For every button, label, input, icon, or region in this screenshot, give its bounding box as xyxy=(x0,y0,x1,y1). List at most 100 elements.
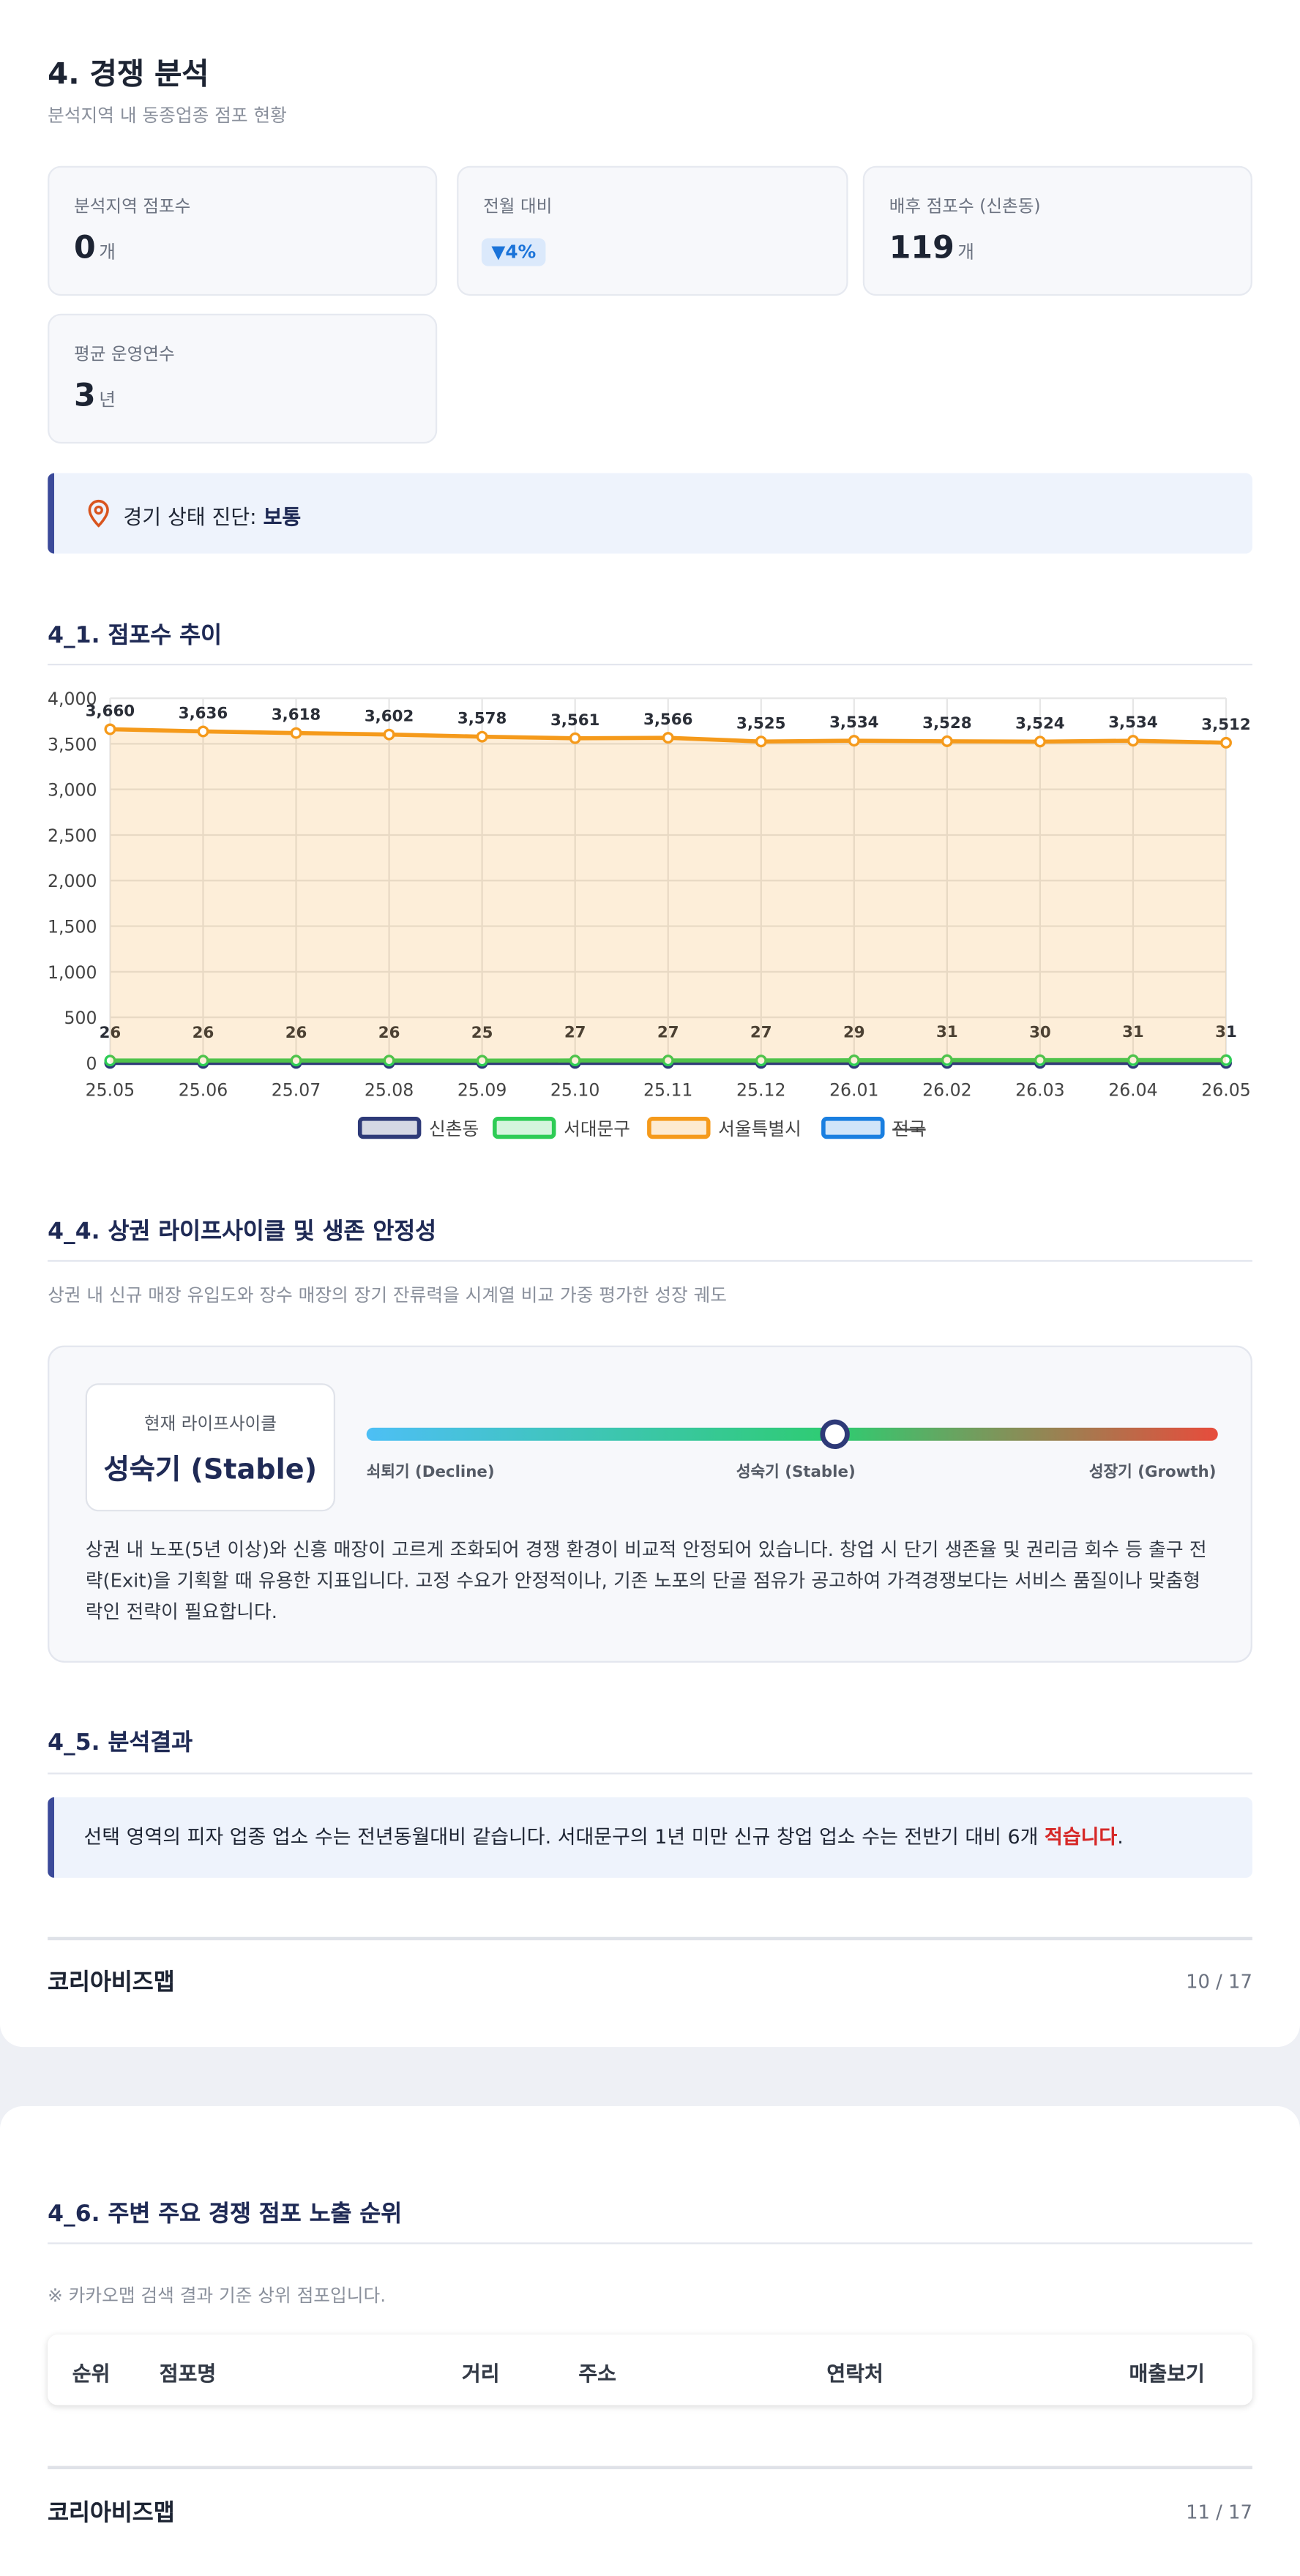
y-tick-label: 1,000 xyxy=(48,962,97,983)
x-tick-label: 25.08 xyxy=(365,1079,414,1100)
kpi-value: 119 개 xyxy=(889,230,974,266)
diagnosis-text: 경기 상태 진단: 보통 xyxy=(123,499,301,531)
data-label: 3,534 xyxy=(1108,714,1157,732)
point xyxy=(476,730,488,743)
data-label: 27 xyxy=(564,1024,586,1042)
heading: 4_1. 점포수 추이 xyxy=(48,622,223,649)
value: 119 xyxy=(889,230,955,266)
page-number: 11 / 17 xyxy=(1186,2500,1252,2524)
table-header: 순위 점포명 거리 주소 연락처 매출보기 xyxy=(48,2334,1252,2405)
legend-label: 서대문구 xyxy=(564,1118,630,1139)
point xyxy=(383,728,395,741)
footer-brand: 코리아비즈맵 xyxy=(48,2500,175,2527)
x-tick-label: 25.09 xyxy=(457,1079,507,1100)
diagnosis-value: 보통 xyxy=(263,504,302,529)
note: ※ 카카오맵 검색 결과 기준 상위 점포입니다. xyxy=(48,2285,386,2307)
data-label: 3,528 xyxy=(922,714,971,733)
heading: 4_5. 분석결과 xyxy=(48,1729,193,1756)
x-tick-label: 26.01 xyxy=(829,1079,878,1100)
point xyxy=(941,735,953,747)
x-tick-label: 25.10 xyxy=(550,1079,599,1100)
point xyxy=(383,1055,395,1067)
point xyxy=(1127,1054,1139,1066)
data-label: 26 xyxy=(285,1024,307,1042)
data-label: 27 xyxy=(750,1024,772,1042)
legend-swatch xyxy=(647,1116,711,1139)
y-tick-label: 0 xyxy=(86,1053,97,1074)
x-tick-label: 26.05 xyxy=(1201,1079,1250,1100)
data-label: 3,618 xyxy=(272,706,321,724)
scale-label: 성숙기 (Stable) xyxy=(736,1464,856,1482)
y-tick-label: 2,500 xyxy=(48,825,97,846)
data-label: 3,578 xyxy=(457,710,507,728)
heading: 4_4. 상권 라이프사이클 및 생존 안정성 xyxy=(48,1218,437,1246)
kpi-label: 평균 운영연수 xyxy=(74,345,175,365)
diagnosis-box: 경기 상태 진단: 보통 xyxy=(48,473,1252,554)
point xyxy=(290,727,302,739)
point xyxy=(476,1055,488,1067)
legend-swatch xyxy=(493,1116,556,1139)
divider xyxy=(48,663,1252,666)
divider xyxy=(48,2242,1252,2244)
unit: 년 xyxy=(99,389,116,411)
divider xyxy=(48,1772,1252,1775)
data-label: 3,524 xyxy=(1015,714,1064,733)
lifecycle-knob xyxy=(820,1419,850,1450)
section-title: 4. 경쟁 분석 xyxy=(48,57,209,92)
x-tick-label: 25.12 xyxy=(736,1079,785,1100)
point xyxy=(1220,736,1232,749)
legend-swatch xyxy=(357,1116,422,1139)
point xyxy=(941,1054,953,1066)
heading: 4_6. 주변 주요 경쟁 점포 노출 순위 xyxy=(48,2201,403,2228)
x-tick-label: 26.02 xyxy=(922,1079,971,1100)
point xyxy=(569,732,581,744)
y-tick-label: 4,000 xyxy=(48,689,97,709)
point xyxy=(662,732,674,744)
data-label: 3,561 xyxy=(550,711,599,730)
current-label: 현재 라이프사이클 xyxy=(143,1414,277,1434)
x-tick-label: 26.03 xyxy=(1015,1079,1064,1100)
data-label: 31 xyxy=(1122,1023,1144,1041)
legend-swatch xyxy=(821,1116,885,1139)
point xyxy=(1034,1054,1046,1066)
point xyxy=(197,1055,209,1067)
data-label: 31 xyxy=(1215,1023,1237,1041)
diagnosis-label: 경기 상태 진단: xyxy=(123,504,257,529)
result-emphasis: 적습니다 xyxy=(1045,1825,1118,1849)
point xyxy=(1034,735,1046,748)
data-label: 3,660 xyxy=(86,702,135,720)
legend-label: 신촌동 xyxy=(429,1118,479,1139)
point xyxy=(104,1055,116,1067)
kpi-card: 전월 대비 ▼4% xyxy=(457,165,848,296)
column-header: 연락처 xyxy=(826,2360,884,2386)
data-label: 30 xyxy=(1029,1023,1051,1041)
kpi-label: 배후 점포수 (신촌동) xyxy=(889,197,1041,217)
kpi-label: 전월 대비 xyxy=(483,197,553,217)
point xyxy=(662,1055,674,1067)
data-label: 27 xyxy=(657,1024,679,1042)
x-tick-label: 25.06 xyxy=(179,1079,228,1100)
badge-value: 4% xyxy=(505,242,537,263)
badge: ▼4% xyxy=(481,238,546,266)
legend-label: 전국 xyxy=(892,1118,925,1139)
data-label: 26 xyxy=(193,1024,214,1042)
scale-label: 성장기 (Growth) xyxy=(1088,1464,1217,1482)
y-tick-label: 2,000 xyxy=(48,871,97,891)
point xyxy=(848,1054,860,1066)
data-label: 25 xyxy=(471,1024,493,1042)
result-text: 선택 영역의 피자 업종 업소 수는 전년동월대비 같습니다. 서대문구의 1년… xyxy=(83,1825,1045,1849)
data-label: 31 xyxy=(936,1023,958,1041)
data-label: 26 xyxy=(378,1024,400,1042)
legend-label: 서울특별시 xyxy=(718,1118,802,1139)
column-header: 매출보기 xyxy=(1129,2360,1205,2386)
section-subtitle: 분석지역 내 동종업종 점포 현황 xyxy=(48,105,287,127)
y-tick-label: 1,500 xyxy=(48,917,97,937)
data-label: 3,512 xyxy=(1201,716,1250,734)
point xyxy=(755,1055,767,1067)
y-tick-label: 3,000 xyxy=(48,780,97,801)
data-label: 3,534 xyxy=(829,714,878,732)
column-header: 거리 xyxy=(461,2360,500,2386)
x-tick-label: 25.07 xyxy=(272,1079,321,1100)
